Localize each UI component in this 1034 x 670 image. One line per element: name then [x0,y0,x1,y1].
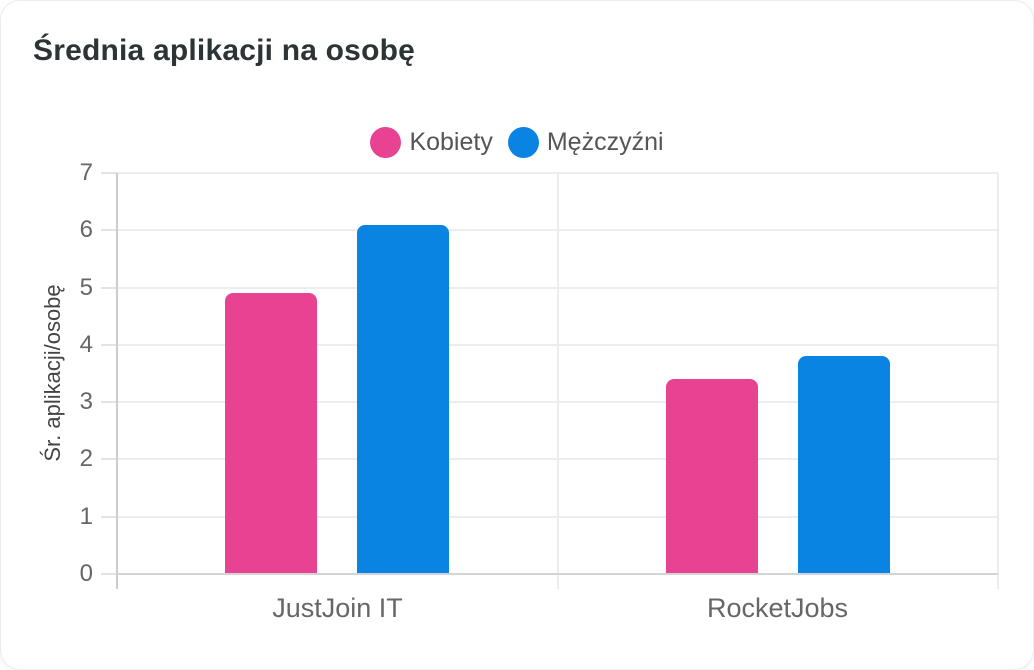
legend-label-mezczyzni: Mężczyźni [546,128,664,156]
category-boundary-line-1 [556,173,559,589]
y-tick-mark-7 [101,172,117,174]
bar-mezczyzni-justjoin-it[interactable] [357,224,450,574]
plot-area [101,172,999,589]
bar-mezczyzni-rocketjobs[interactable] [797,356,890,574]
y-axis-line [116,173,118,589]
y-tick-mark-3 [101,401,117,404]
x-tick-label-rocketjobs: RocketJobs [706,593,849,623]
category-boundary-line-2 [997,173,999,589]
y-tick-label-5: 5 [79,273,93,301]
legend-item-kobiety[interactable]: Kobiety [370,127,493,158]
legend-swatch-kobiety-icon [370,127,402,158]
y-tick-label-0: 0 [79,560,93,587]
x-tick-label-justjoin-it: JustJoin IT [272,593,403,623]
legend: Kobiety Mężczyźni [1,127,1033,158]
y-tick-label-3: 3 [79,388,93,416]
y-tick-mark-5 [101,286,117,289]
y-tick-mark-1 [101,515,117,518]
y-tick-label-4: 4 [79,330,93,358]
y-axis-title: Śr. aplikacji/osobę [40,284,65,462]
chart-title: Średnia aplikacji na osobę [33,34,416,67]
bar-kobiety-justjoin-it[interactable] [225,293,318,574]
y-tick-label-1: 1 [79,502,93,530]
y-tick-mark-4 [101,343,117,346]
y-tick-mark-2 [101,458,117,461]
y-tick-label-7: 7 [79,159,93,186]
y-tick-label-6: 6 [79,216,93,244]
legend-item-mezczyzni[interactable]: Mężczyźni [507,127,664,158]
legend-label-kobiety: Kobiety [409,128,493,156]
y-tick-mark-0 [101,573,117,575]
x-axis-line [117,573,998,575]
y-tick-mark-6 [101,229,117,232]
bar-kobiety-rocketjobs[interactable] [665,379,758,574]
legend-swatch-mezczyzni-icon [507,127,539,158]
y-tick-label-2: 2 [79,445,93,473]
